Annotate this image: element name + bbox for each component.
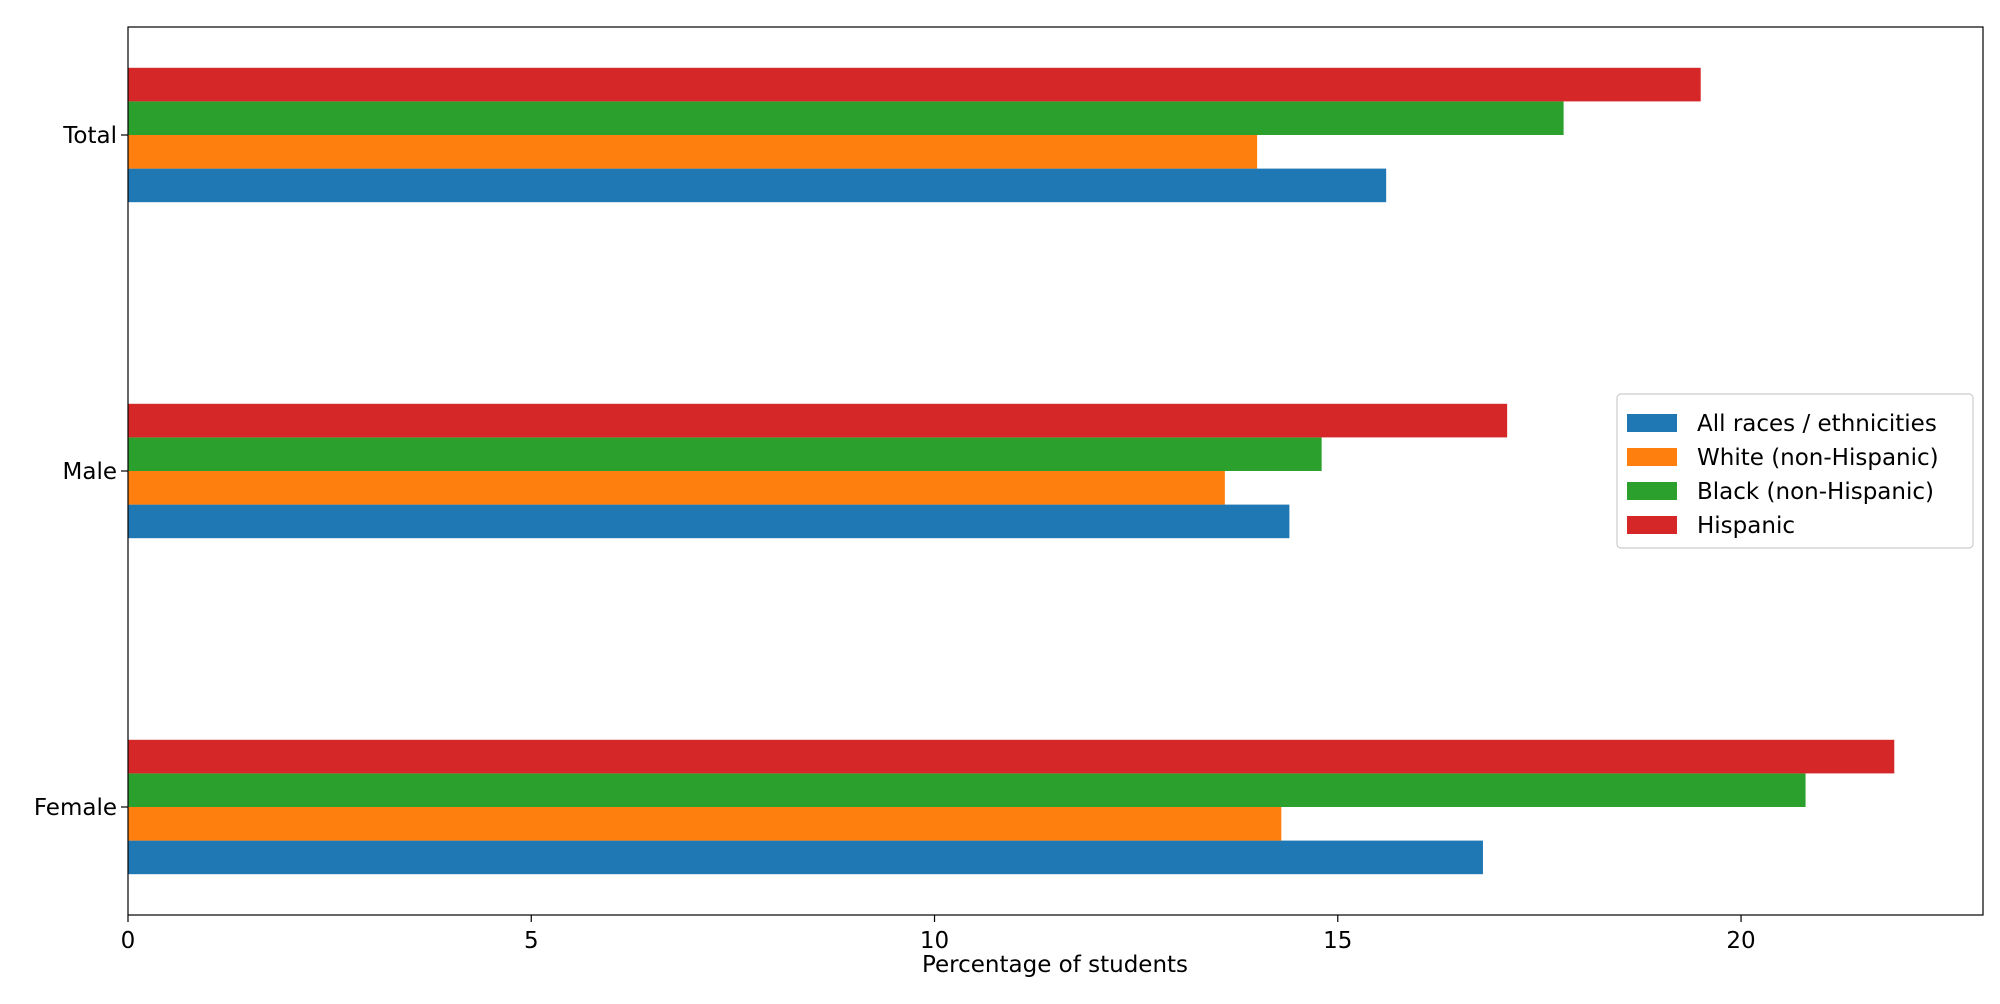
x-tick-label: 0 (121, 928, 136, 954)
legend-label: White (non-Hispanic) (1697, 445, 1939, 471)
bar-female-white-non-hispanic (128, 807, 1282, 841)
bar-total-white-non-hispanic (128, 135, 1258, 169)
legend-label: Black (non-Hispanic) (1697, 479, 1934, 505)
legend-label: Hispanic (1697, 513, 1795, 539)
legend-swatch (1627, 482, 1677, 500)
x-tick-label: 10 (920, 928, 949, 954)
legend: All races / ethnicities White (non-Hispan… (1616, 393, 1974, 549)
bar-total-black-non-hispanic (128, 101, 1564, 135)
bars-layer (128, 67, 1895, 875)
legend-swatch (1627, 448, 1677, 466)
legend-swatch (1627, 414, 1677, 432)
bar-female-black-non-hispanic (128, 773, 1806, 807)
bar-male-all-races-ethnicities (128, 504, 1290, 539)
x-tick-label: 5 (524, 928, 539, 954)
x-tick-label: 15 (1323, 928, 1352, 954)
legend-swatch (1627, 516, 1677, 534)
legend-box (1616, 393, 1974, 549)
x-axis-title: Percentage of students (922, 952, 1188, 978)
bar-total-all-races-ethnicities (128, 168, 1387, 203)
axes-layer: 0 5 10 15 20 Total Male Female (34, 26, 1984, 954)
bar-male-white-non-hispanic (128, 471, 1225, 505)
bar-male-hispanic (128, 403, 1508, 438)
bar-female-all-races-ethnicities (128, 840, 1483, 875)
y-tick-label: Male (63, 459, 117, 485)
bar-female-hispanic (128, 739, 1895, 774)
y-tick-label: Female (34, 795, 117, 821)
x-tick-label: 20 (1726, 928, 1755, 954)
bar-total-hispanic (128, 67, 1701, 102)
legend-label: All races / ethnicities (1697, 411, 1937, 437)
bar-male-black-non-hispanic (128, 437, 1322, 471)
y-tick-label: Total (62, 123, 117, 149)
